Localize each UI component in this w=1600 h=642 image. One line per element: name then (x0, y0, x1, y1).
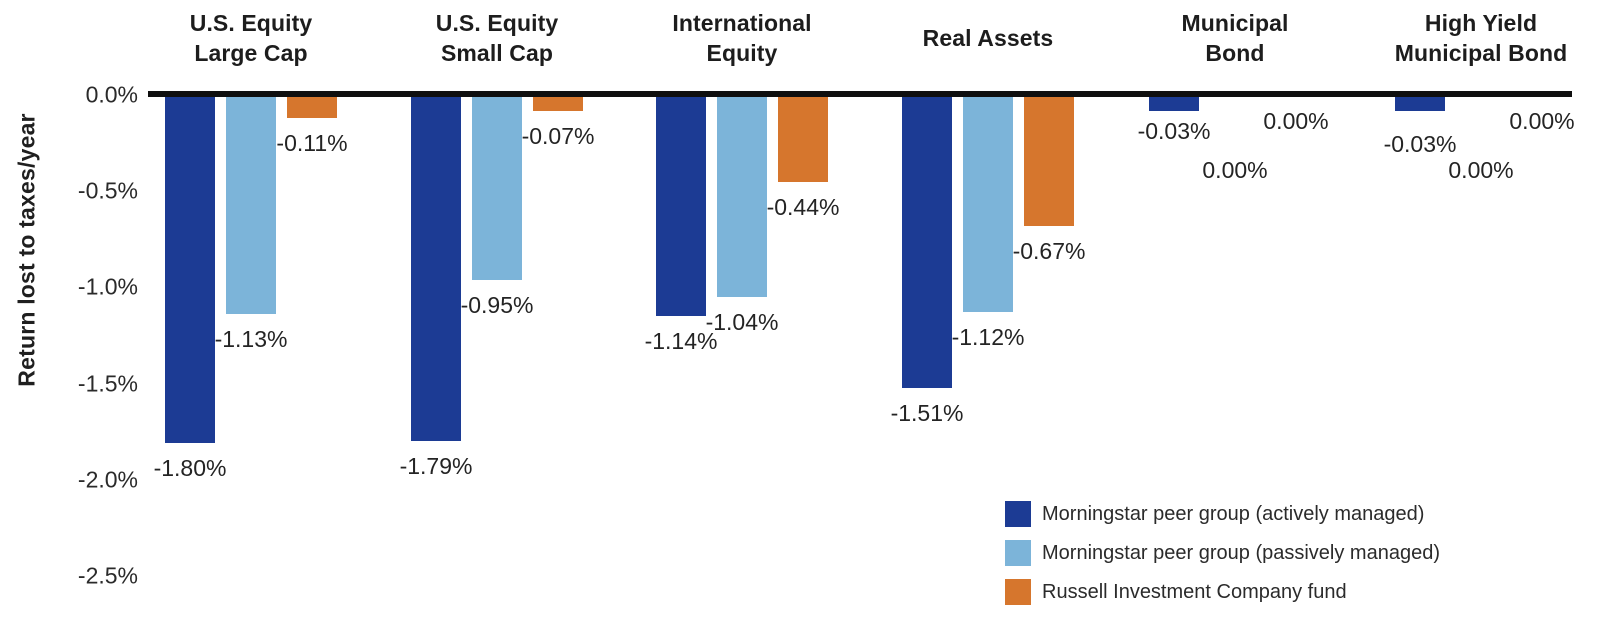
bar (1149, 97, 1199, 111)
bar (226, 97, 276, 314)
legend-swatch (1005, 579, 1031, 605)
y-tick-label: -1.5% (77, 370, 138, 397)
bar (533, 97, 583, 111)
bar (1024, 97, 1074, 226)
legend-swatch (1005, 540, 1031, 566)
bar (902, 97, 952, 388)
bar-value-label: -1.79% (399, 453, 473, 479)
y-tick-label: -0.5% (77, 177, 138, 204)
bar-value-label: -1.13% (214, 326, 288, 352)
category-label-line: Municipal Bond (1394, 40, 1568, 66)
bar-value-label: -0.07% (521, 123, 595, 149)
category-label-line: International (672, 10, 812, 36)
bar-value-label: 0.00% (1202, 157, 1268, 183)
category-label-line: High Yield (1424, 10, 1538, 36)
bar (287, 97, 337, 118)
category-label: High Yield Municipal Bond (1369, 6, 1593, 70)
category-label: U.S. Equity Large Cap (139, 6, 363, 70)
bar-value-label: -1.51% (890, 400, 964, 426)
bar (472, 97, 522, 280)
bar-value-label: -0.95% (460, 292, 534, 318)
legend-swatch (1005, 501, 1031, 527)
zero-baseline (148, 91, 1572, 97)
category-label: Real Assets (876, 6, 1100, 70)
legend-label: Morningstar peer group (passively manage… (1042, 541, 1440, 564)
legend-item: Morningstar peer group (actively managed… (1005, 501, 1440, 527)
bar (165, 97, 215, 443)
bar-value-label: -1.04% (705, 309, 779, 335)
category-label-line: U.S. Equity (435, 10, 559, 36)
bar-value-label: -0.03% (1383, 131, 1457, 157)
bar (963, 97, 1013, 312)
bar (717, 97, 767, 297)
category-label-line: Municipal (1181, 10, 1289, 36)
bar-value-label: 0.00% (1509, 108, 1575, 134)
category-label-line: Large Cap (194, 40, 308, 66)
category-label-line: Bond (1205, 40, 1265, 66)
bar (1395, 97, 1445, 111)
bar-value-label: 0.00% (1263, 108, 1329, 134)
legend-label: Morningstar peer group (actively managed… (1042, 502, 1425, 525)
category-label-line: Small Cap (440, 40, 554, 66)
legend-item: Russell Investment Company fund (1005, 579, 1440, 605)
bar-value-label: 0.00% (1448, 157, 1514, 183)
bar-value-label: -0.03% (1137, 118, 1211, 144)
legend: Morningstar peer group (actively managed… (1005, 501, 1440, 618)
bar-value-label: -0.11% (276, 130, 348, 156)
bar-value-label: -0.44% (766, 194, 840, 220)
bar (411, 97, 461, 441)
legend-label: Russell Investment Company fund (1042, 580, 1347, 603)
category-label: International Equity (630, 6, 854, 70)
bar-value-label: -1.12% (951, 324, 1025, 350)
bar-value-label: -1.14% (644, 328, 718, 354)
y-tick-label: -2.5% (77, 562, 138, 589)
y-tick-label: -1.0% (77, 273, 138, 300)
bar (778, 97, 828, 182)
y-tick-label: -2.0% (77, 466, 138, 493)
category-label: U.S. Equity Small Cap (385, 6, 609, 70)
bar-value-label: -0.67% (1012, 238, 1086, 264)
bar (656, 97, 706, 316)
legend-item: Morningstar peer group (passively manage… (1005, 540, 1440, 566)
category-label-line: Equity (706, 40, 778, 66)
category-label: Municipal Bond (1123, 6, 1347, 70)
bar-value-label: -1.80% (153, 455, 227, 481)
y-axis-title: Return lost to taxes/year (13, 113, 40, 387)
category-label-line: U.S. Equity (189, 10, 313, 36)
category-label-line: Real Assets (922, 25, 1054, 51)
y-tick-label: 0.0% (85, 81, 138, 108)
